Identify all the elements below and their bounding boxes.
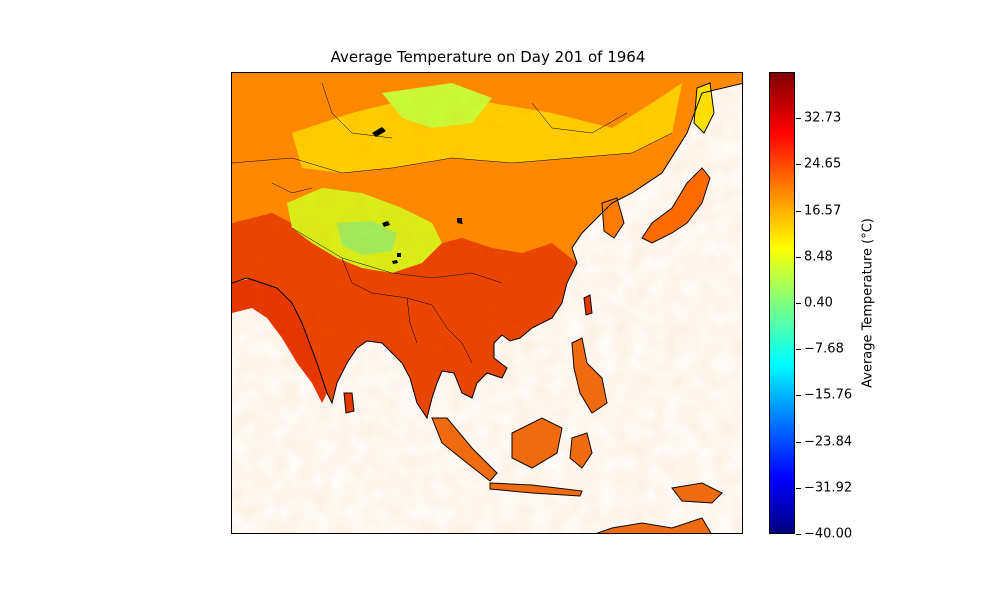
colorbar-tick bbox=[796, 256, 801, 258]
colorbar-tick-label: 8.48 bbox=[804, 249, 833, 265]
colorbar-tick bbox=[796, 349, 801, 351]
colorbar-tick-label: −31.92 bbox=[804, 480, 853, 496]
colorbar-tick-label: −23.84 bbox=[804, 434, 853, 450]
colorbar-tick-label: 24.65 bbox=[804, 156, 842, 172]
map-panel bbox=[231, 72, 743, 534]
coastline bbox=[232, 82, 742, 420]
temperature-map bbox=[232, 73, 742, 533]
colorbar-tick-label: −40.00 bbox=[804, 526, 853, 542]
texture-overlay bbox=[232, 73, 742, 533]
colorbar-tick bbox=[796, 118, 801, 120]
colorbar-tick bbox=[796, 441, 801, 443]
colorbar-tick-label: 0.40 bbox=[804, 295, 833, 311]
colorbar-tick bbox=[796, 303, 801, 305]
colorbar-tick-label: −7.68 bbox=[804, 341, 844, 357]
colorbar bbox=[769, 72, 795, 534]
chart-title: Average Temperature on Day 201 of 1964 bbox=[330, 48, 646, 66]
colorbar-tick bbox=[796, 487, 801, 489]
country-borders bbox=[232, 82, 673, 364]
colorbar-tick-label: 16.57 bbox=[804, 203, 842, 219]
colorbar-tick bbox=[796, 210, 801, 212]
colorbar-tick bbox=[796, 164, 801, 166]
colorbar-tick-label: −15.76 bbox=[804, 387, 853, 403]
colorbar-label: Average Temperature (°C) bbox=[860, 218, 876, 388]
colorbar-tick bbox=[796, 395, 801, 397]
colorbar-tick-label: 32.73 bbox=[804, 110, 842, 126]
colorbar-tick bbox=[796, 534, 801, 535]
